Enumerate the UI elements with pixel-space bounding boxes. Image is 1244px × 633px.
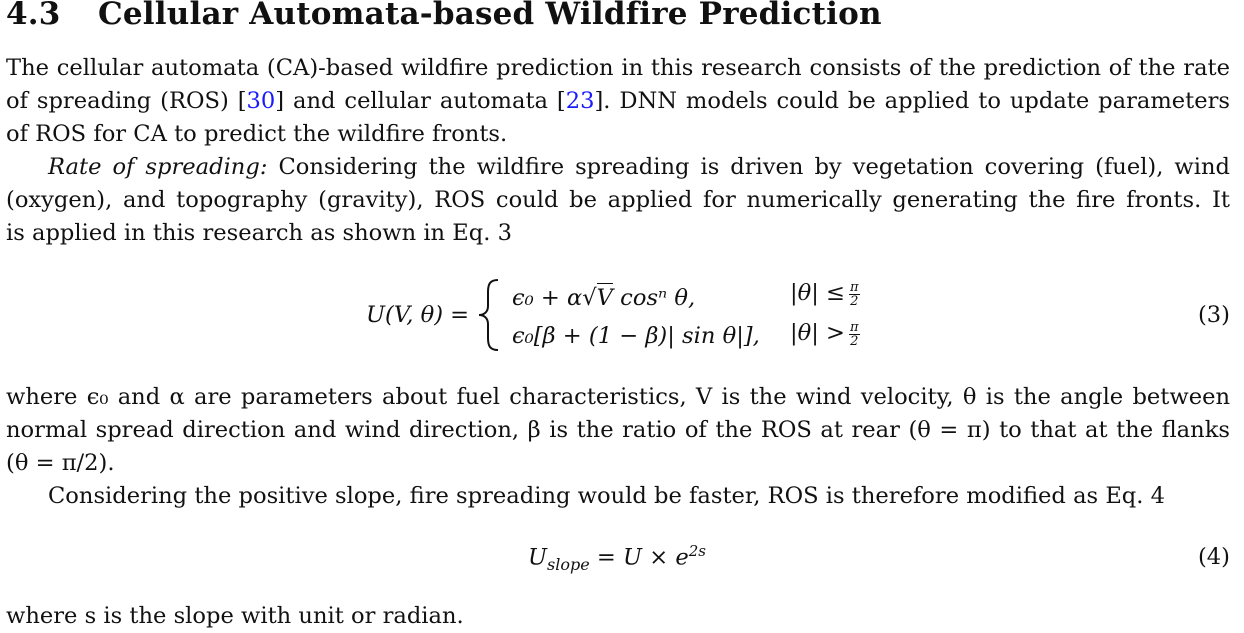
eq3-frac-2-num: π [848, 319, 860, 335]
where1-line-3: (θ = π/2). [6, 450, 115, 476]
section-heading: 4.3 Cellular Automata-based Wildfire Pred… [6, 0, 882, 32]
eq3-cases-brace [476, 278, 526, 352]
equation-4: Uslope = U × e2s (4) [6, 540, 1230, 580]
slope-line-1: Considering the positive slope, fire spr… [48, 483, 1166, 509]
eq4-lhs: U [528, 544, 548, 571]
section-number: 4.3 [6, 0, 61, 32]
equation-3: U(V, θ) = ϵ₀ + α√V cosⁿ θ, |θ| ≤ π 2 ϵ₀[β … [6, 278, 1230, 358]
eq3-case-1-sqrt: V [596, 283, 613, 311]
where1-line-2: normal spread direction and wind directi… [6, 417, 1230, 443]
eq3-case-1-b: cosⁿ θ, [613, 285, 696, 311]
brace-icon [478, 279, 499, 351]
intro-line-2-text-c: ]. DNN models could be applied to update… [594, 88, 1230, 114]
eq4-rhs-sup: 2s [688, 542, 706, 560]
where-paragraph-1: where ϵ₀ and α are parameters about fuel… [6, 381, 1230, 480]
citation-23[interactable]: 23 [565, 88, 595, 114]
eq4-body: Uslope = U × e2s [528, 542, 706, 574]
ros-line-2: (oxygen), and topography (gravity), ROS … [6, 187, 1230, 213]
eq3-frac-2-den: 2 [850, 333, 859, 349]
eq3-frac-1-num: π [848, 279, 860, 295]
intro-line-2: of spreading (ROS) [30] and cellular aut… [6, 85, 1230, 118]
intro-line-3: of ROS for CA to predict the wildfire fr… [6, 121, 508, 147]
ros-label: Rate of spreading: [48, 154, 268, 180]
eq3-number: (3) [1197, 302, 1230, 328]
ros-line-1-text: Considering the wildfire spreading is dr… [278, 154, 1230, 180]
eq3-frac-1-den: 2 [850, 293, 859, 309]
ros-line-3: is applied in this research as shown in … [6, 220, 512, 246]
where-paragraph-2: where s is the slope with unit or radian… [6, 600, 1230, 633]
where1-line-1: where ϵ₀ and α are parameters about fuel… [6, 384, 1230, 410]
eq3-cond-1: |θ| ≤ π 2 [790, 280, 860, 308]
intro-line-2-text-b: ] and cellular automata [ [275, 88, 566, 114]
eq3-cond-2-text: |θ| > [790, 320, 845, 346]
eq3-case-1-a: ϵ₀ + α [512, 285, 583, 311]
section-title: Cellular Automata-based Wildfire Predict… [98, 0, 882, 32]
intro-line-1: The cellular automata (CA)-based wildfir… [6, 55, 1230, 81]
slope-paragraph: Considering the positive slope, fire spr… [6, 480, 1230, 513]
eq3-cond-1-text: |θ| ≤ [790, 280, 845, 306]
intro-paragraph: The cellular automata (CA)-based wildfir… [6, 52, 1230, 151]
eq3-cond-2: |θ| > π 2 [790, 320, 860, 348]
intro-line-2-text-a: of spreading (ROS) [ [6, 88, 247, 114]
eq4-rhs: = U × e [589, 544, 689, 571]
ros-line-1: Rate of spreading: Considering the wildf… [6, 151, 1230, 184]
ros-paragraph: Rate of spreading: Considering the wildf… [6, 151, 1230, 250]
eq4-number: (4) [1197, 544, 1230, 570]
where2-line-1: where s is the slope with unit or radian… [6, 603, 464, 629]
eq3-case-1: ϵ₀ + α√V cosⁿ θ, [512, 283, 696, 311]
eq4-lhs-sub: slope [547, 555, 590, 575]
eq3-case-2: ϵ₀[β + (1 − β)| sin θ|], [512, 323, 760, 349]
citation-30[interactable]: 30 [246, 88, 276, 114]
eq3-lhs: U(V, θ) = [366, 302, 470, 328]
